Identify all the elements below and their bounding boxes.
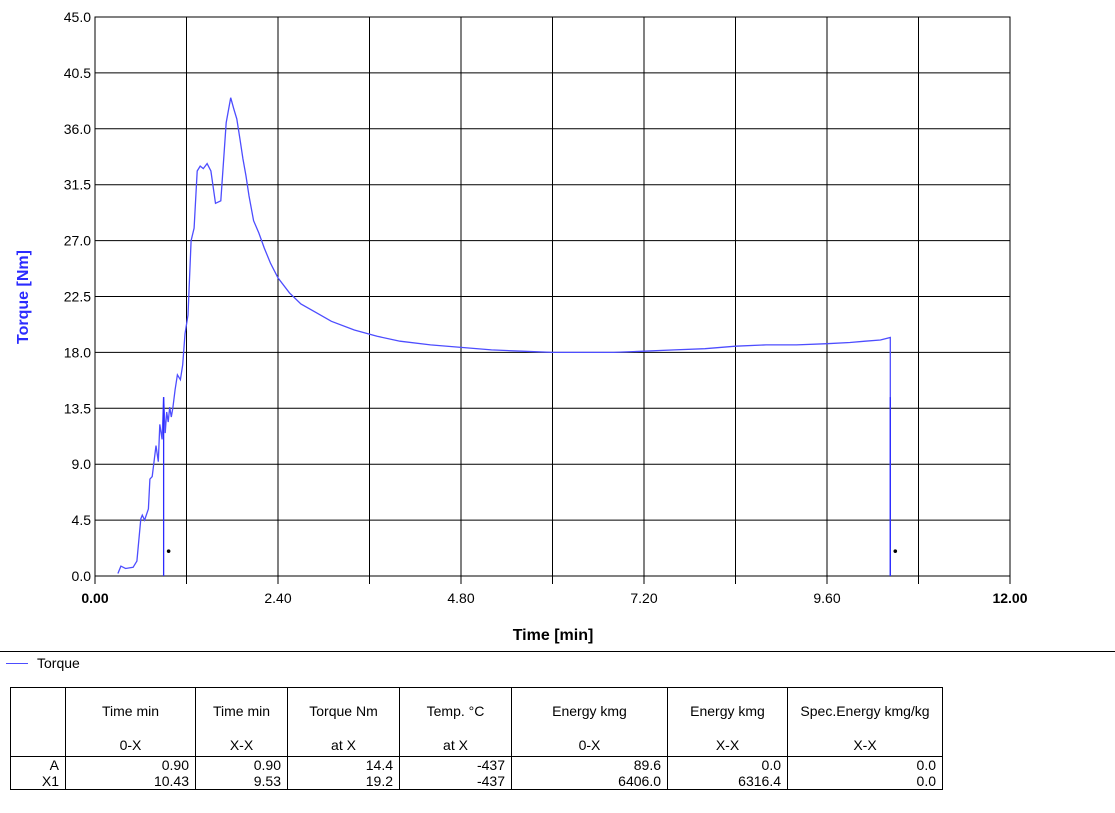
x-tick-label: 7.20: [630, 590, 657, 606]
x-tick-label: 12.00: [992, 590, 1027, 606]
table-header-cell: [10, 687, 66, 734]
legend-label-torque: Torque: [37, 655, 80, 671]
table-cell: 10.43: [65, 773, 196, 790]
legend-swatch-torque: [6, 663, 28, 664]
row-label: X1: [10, 773, 66, 790]
table-subheader-cell: at X: [287, 734, 400, 757]
x-tick-label: 9.60: [813, 590, 840, 606]
y-tick-label: 13.5: [64, 400, 91, 416]
tick-labels: 0.0 4.5 9.0 13.5 18.0 22.5 27.0 31.5 36.0 40.5 45.…: [64, 9, 1028, 606]
y-tick-label: 36.0: [64, 121, 91, 137]
table-header-row-top: Time min Time min Torque Nm Temp. °C Energy …: [10, 687, 943, 734]
table-cell: 0.90: [195, 756, 288, 773]
y-tick-label: 31.5: [64, 177, 91, 193]
y-axis-label: Torque [Nm]: [15, 250, 32, 344]
y-tick-label: 40.5: [64, 65, 91, 81]
y-tick-label: 45.0: [64, 9, 91, 25]
table-header-cell: Torque Nm: [287, 687, 400, 734]
table-subheader-cell: at X: [399, 734, 512, 757]
table-cell: 0.0: [787, 773, 943, 790]
grid: [94, 16, 1011, 584]
x-axis-label: Time [min]: [513, 627, 594, 644]
table-subheader-cell: X-X: [787, 734, 943, 757]
table-cell: 9.53: [195, 773, 288, 790]
table-cell: -437: [399, 756, 512, 773]
y-tick-label: 22.5: [64, 289, 91, 305]
y-tick-label: 0.0: [72, 568, 92, 584]
x-tick-label: 2.40: [264, 590, 291, 606]
table-row: A 0.90 0.90 14.4 -437 89.6 0.0 0.0: [10, 756, 943, 773]
table-header-cell: Time min: [65, 687, 196, 734]
series-line-torque: [117, 97, 891, 576]
table-row: X1 10.43 9.53 19.2 -437 6406.0 6316.4 0.0: [10, 773, 943, 790]
legend: Torque: [0, 651, 1115, 674]
table-header-cell: Energy kmg: [667, 687, 788, 734]
series-layer: [117, 97, 891, 576]
table-body: A 0.90 0.90 14.4 -437 89.6 0.0 0.0 X1 10.43 9.53 19…: [10, 756, 943, 790]
table-subheader-cell: X-X: [667, 734, 788, 757]
x-tick-label: 4.80: [447, 590, 474, 606]
table-cell: 0.0: [787, 756, 943, 773]
table-subheader-cell: 0-X: [65, 734, 196, 757]
marker-layer: [162, 397, 898, 576]
marker-dot-x1: [893, 549, 898, 553]
marker-dot-a: [166, 549, 171, 553]
table-cell: 6406.0: [511, 773, 668, 790]
table-header-cell: Time min: [195, 687, 288, 734]
row-label: A: [10, 756, 66, 773]
table-header-cell: Energy kmg: [511, 687, 668, 734]
table-cell: 19.2: [287, 773, 400, 790]
table-subheader-cell: 0-X: [511, 734, 668, 757]
y-tick-label: 9.0: [72, 456, 92, 472]
table-cell: 14.4: [287, 756, 400, 773]
table-subheader-cell: [10, 734, 66, 757]
table-header-cell: Temp. °C: [399, 687, 512, 734]
y-tick-label: 4.5: [72, 512, 92, 528]
plot-frame: [94, 16, 1011, 577]
table-header-cell: Spec.Energy kmg/kg: [787, 687, 943, 734]
table-subheader-cell: X-X: [195, 734, 288, 757]
results-table: Time min Time min Torque Nm Temp. °C Energy …: [10, 687, 943, 790]
y-tick-label: 27.0: [64, 233, 91, 249]
y-tick-label: 18.0: [64, 344, 91, 360]
table-cell: 89.6: [511, 756, 668, 773]
table-cell: -437: [399, 773, 512, 790]
table-cell: 6316.4: [667, 773, 788, 790]
torque-chart: 0.0 4.5 9.0 13.5 18.0 22.5 27.0 31.5 36.0 40.5 45.…: [15, 9, 1028, 644]
table-cell: 0.0: [667, 756, 788, 773]
table-cell: 0.90: [65, 756, 196, 773]
x-tick-label: 0.00: [81, 590, 108, 606]
